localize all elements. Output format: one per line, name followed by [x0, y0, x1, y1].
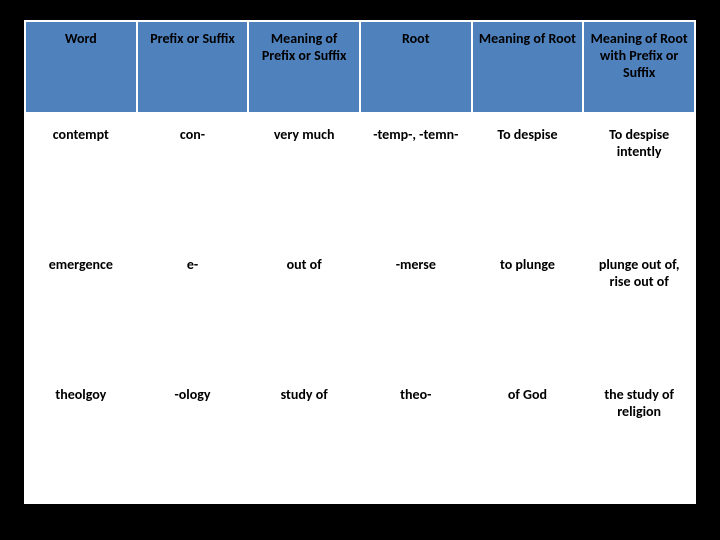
- table-row: emergence e- out of -merse to plunge plu…: [25, 243, 695, 373]
- cell-prefix: con-: [137, 113, 249, 243]
- cell-word: contempt: [25, 113, 137, 243]
- cell-root: -temp-, -temn-: [360, 113, 472, 243]
- cell-prefix: -ology: [137, 373, 249, 503]
- cell-prefix-meaning: study of: [248, 373, 360, 503]
- cell-word: theolgoy: [25, 373, 137, 503]
- col-header-meaning-root: Meaning of Root: [472, 21, 584, 113]
- col-header-prefix-suffix: Prefix or Suffix: [137, 21, 249, 113]
- col-header-word: Word: [25, 21, 137, 113]
- cell-root-meaning: of God: [472, 373, 584, 503]
- cell-root-meaning: To despise: [472, 113, 584, 243]
- cell-root: theo-: [360, 373, 472, 503]
- table-row: contempt con- very much -temp-, -temn- T…: [25, 113, 695, 243]
- cell-combined-meaning: the study of religion: [583, 373, 695, 503]
- cell-prefix-meaning: very much: [248, 113, 360, 243]
- col-header-meaning-prefix: Meaning of Prefix or Suffix: [248, 21, 360, 113]
- cell-prefix-meaning: out of: [248, 243, 360, 373]
- table-row: theolgoy -ology study of theo- of God th…: [25, 373, 695, 503]
- cell-root: -merse: [360, 243, 472, 373]
- col-header-root: Root: [360, 21, 472, 113]
- slide-container: Word Prefix or Suffix Meaning of Prefix …: [0, 0, 720, 540]
- col-header-meaning-combined: Meaning of Root with Prefix or Suffix: [583, 21, 695, 113]
- cell-combined-meaning: plunge out of, rise out of: [583, 243, 695, 373]
- cell-word: emergence: [25, 243, 137, 373]
- cell-root-meaning: to plunge: [472, 243, 584, 373]
- word-roots-table: Word Prefix or Suffix Meaning of Prefix …: [24, 20, 696, 504]
- cell-combined-meaning: To despise intently: [583, 113, 695, 243]
- table-header-row: Word Prefix or Suffix Meaning of Prefix …: [25, 21, 695, 113]
- cell-prefix: e-: [137, 243, 249, 373]
